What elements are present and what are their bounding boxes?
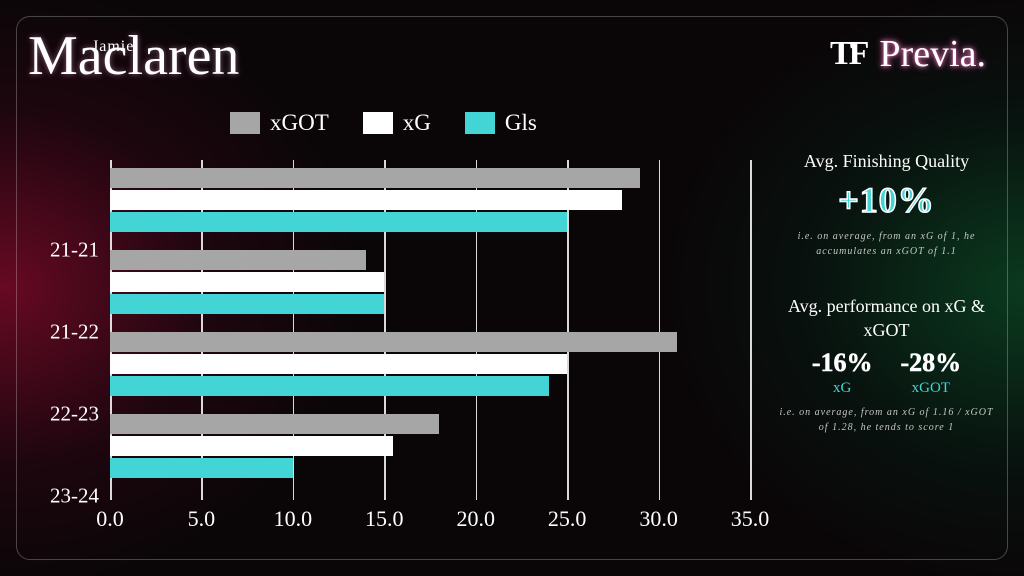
stat-xgot-label: xGOT — [912, 380, 950, 397]
player-first-name: Jamie — [92, 38, 134, 56]
brand-tf-logo: TF — [830, 35, 865, 73]
bar — [110, 436, 393, 456]
bar — [110, 272, 384, 292]
legend-item: xGOT — [230, 110, 329, 136]
gridline — [476, 160, 478, 500]
x-tick-label: 20.0 — [456, 506, 495, 532]
bar — [110, 168, 640, 188]
legend-swatch — [465, 112, 495, 134]
stat-finishing: Avg. Finishing Quality +10% i.e. on aver… — [779, 150, 994, 259]
brand-script: Previa. — [879, 32, 986, 76]
stat-xgot: -28% xGOT — [901, 348, 962, 397]
bar — [110, 294, 384, 314]
bar — [110, 376, 549, 396]
y-category-label: 22-23 — [50, 402, 99, 427]
chart: xGOTxGGls 0.05.010.015.020.025.030.035.0… — [30, 110, 750, 540]
bar — [110, 250, 366, 270]
gridline — [750, 160, 752, 500]
legend-item: Gls — [465, 110, 537, 136]
gridline — [567, 160, 569, 500]
y-category-label: 23-24 — [50, 484, 99, 509]
y-category-label: 21-21 — [50, 238, 99, 263]
stat-xg-value: -16% — [812, 348, 873, 378]
stats-panel: Avg. Finishing Quality +10% i.e. on aver… — [779, 150, 994, 471]
bar — [110, 414, 439, 434]
legend-swatch — [363, 112, 393, 134]
stat-xg-label: xG — [833, 380, 851, 397]
stat-xgot-value: -28% — [901, 348, 962, 378]
legend-label: Gls — [505, 110, 537, 136]
plot: 0.05.010.015.020.025.030.035.0 21-2121-2… — [30, 160, 750, 540]
x-tick-label: 25.0 — [548, 506, 587, 532]
x-tick-label: 35.0 — [731, 506, 770, 532]
x-tick-label: 10.0 — [274, 506, 313, 532]
x-tick-label: 30.0 — [639, 506, 678, 532]
legend-label: xG — [403, 110, 431, 136]
bar — [110, 190, 622, 210]
stat-finishing-title: Avg. Finishing Quality — [779, 150, 994, 173]
stat-xg: -16% xG — [812, 348, 873, 397]
stat-finishing-note: i.e. on average, from an xG of 1, he acc… — [779, 229, 994, 259]
player-title: Jamie Maclaren — [28, 28, 239, 84]
x-tick-label: 15.0 — [365, 506, 404, 532]
stat-finishing-value: +10% — [779, 179, 994, 221]
brand-block: TF Previa. — [830, 32, 986, 76]
bar — [110, 354, 567, 374]
legend-item: xG — [363, 110, 431, 136]
bar — [110, 458, 293, 478]
plot-inner — [110, 160, 750, 500]
gridline — [659, 160, 661, 500]
bar — [110, 332, 677, 352]
x-tick-label: 5.0 — [188, 506, 216, 532]
stat-performance-title: Avg. performance on xG & xGOT — [779, 295, 994, 342]
legend-label: xGOT — [270, 110, 329, 136]
x-tick-label: 0.0 — [96, 506, 124, 532]
legend: xGOT xG Gls — [230, 110, 537, 136]
stat-performance-note: i.e. on average, from an xG of 1.16 / xG… — [779, 405, 994, 435]
y-category-label: 21-22 — [50, 320, 99, 345]
stat-performance: Avg. performance on xG & xGOT -16% xG -2… — [779, 295, 994, 435]
bar — [110, 212, 567, 232]
legend-swatch — [230, 112, 260, 134]
player-last-name: Maclaren — [28, 28, 239, 84]
